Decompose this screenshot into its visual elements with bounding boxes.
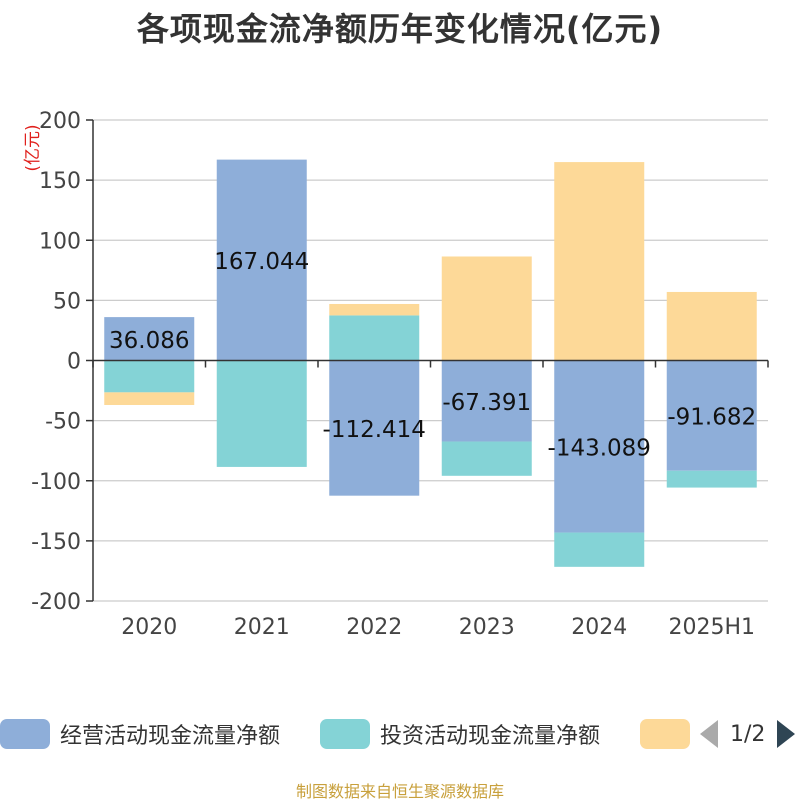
y-tick-label: 100 <box>39 229 81 254</box>
legend-item-investing[interactable]: 投资活动现金流量净额 <box>320 716 600 752</box>
y-tick-label: -150 <box>31 530 81 555</box>
bar-financing-2022[interactable] <box>329 303 420 316</box>
bar-operating-2024[interactable] <box>554 360 645 533</box>
y-tick-label: -200 <box>31 590 81 615</box>
bar-investing-2025H1[interactable] <box>666 470 757 488</box>
data-label-operating: 36.086 <box>109 328 189 354</box>
y-tick-label: 150 <box>39 169 81 194</box>
bar-operating-2020[interactable] <box>104 317 195 361</box>
bar-financing-2024[interactable] <box>554 162 645 361</box>
x-tick-label: 2022 <box>346 615 402 640</box>
bar-investing-2023[interactable] <box>441 441 532 476</box>
data-labels: 36.086 167.044 -112.414 -67.391 -143.089 -91.… <box>109 249 756 461</box>
legend-swatch-financing <box>640 719 690 749</box>
bar-investing-2024[interactable] <box>554 532 645 567</box>
legend-next-page-icon[interactable] <box>777 720 796 748</box>
bar-operating-2022[interactable] <box>329 360 420 496</box>
y-tick-label: 50 <box>53 289 81 314</box>
x-tick-label: 2023 <box>459 615 515 640</box>
y-tick-label: -50 <box>45 410 81 435</box>
stacked-bar-chart: 200 150 100 50 0 -50 -100 -150 -200 2020 2021 2022 2… <box>23 109 769 640</box>
data-label-operating: -91.682 <box>667 405 756 431</box>
chart-title: 各项现金流净额历年变化情况(亿元) <box>136 10 664 48</box>
legend-label-operating: 经营活动现金流量净额 <box>60 724 281 749</box>
bar-operating-2021[interactable] <box>216 159 307 361</box>
data-source-note: 制图数据来自恒生聚源数据库 <box>295 782 504 801</box>
legend-item-operating[interactable]: 经营活动现金流量净额 <box>0 716 280 752</box>
bar-operating-2023[interactable] <box>441 360 532 442</box>
legend-item-financing[interactable] <box>640 716 690 752</box>
y-tick-label: -100 <box>31 470 81 495</box>
bar-investing-2021[interactable] <box>216 360 307 467</box>
data-label-operating: 167.044 <box>214 249 309 275</box>
bar-financing-2025H1[interactable] <box>666 291 757 361</box>
legend-swatch-investing <box>320 719 370 749</box>
bar-investing-2022[interactable] <box>329 315 420 361</box>
legend-swatch-operating <box>0 719 50 749</box>
data-label-operating: -112.414 <box>323 417 426 443</box>
grid-lines <box>93 119 768 602</box>
y-unit-label: (亿元) <box>23 124 43 171</box>
bars <box>104 159 757 567</box>
legend-pager: 1/2 <box>700 716 796 752</box>
bar-investing-2020[interactable] <box>104 360 195 393</box>
data-label-operating: -143.089 <box>548 436 651 462</box>
axes: 200 150 100 50 0 -50 -100 -150 -200 2020 2021 2022 2… <box>23 109 769 640</box>
x-tick-label: 2021 <box>234 615 290 640</box>
legend-page-indicator: 1/2 <box>730 721 766 747</box>
legend-prev-page-icon[interactable] <box>700 720 718 748</box>
data-label-operating: -67.391 <box>442 390 531 416</box>
legend: 经营活动现金流量净额 投资活动现金流量净额 <box>0 716 800 752</box>
x-tick-label: 2025H1 <box>668 615 755 640</box>
y-tick-label: 200 <box>39 109 81 134</box>
x-tick-label: 2024 <box>571 615 627 640</box>
x-tick-label: 2020 <box>121 615 177 640</box>
bar-financing-2023[interactable] <box>441 256 532 361</box>
y-tick-label: 0 <box>67 350 81 375</box>
bar-financing-2020[interactable] <box>104 392 195 405</box>
legend-label-investing: 投资活动现金流量净额 <box>380 724 601 749</box>
bar-operating-2025H1[interactable] <box>666 360 757 471</box>
